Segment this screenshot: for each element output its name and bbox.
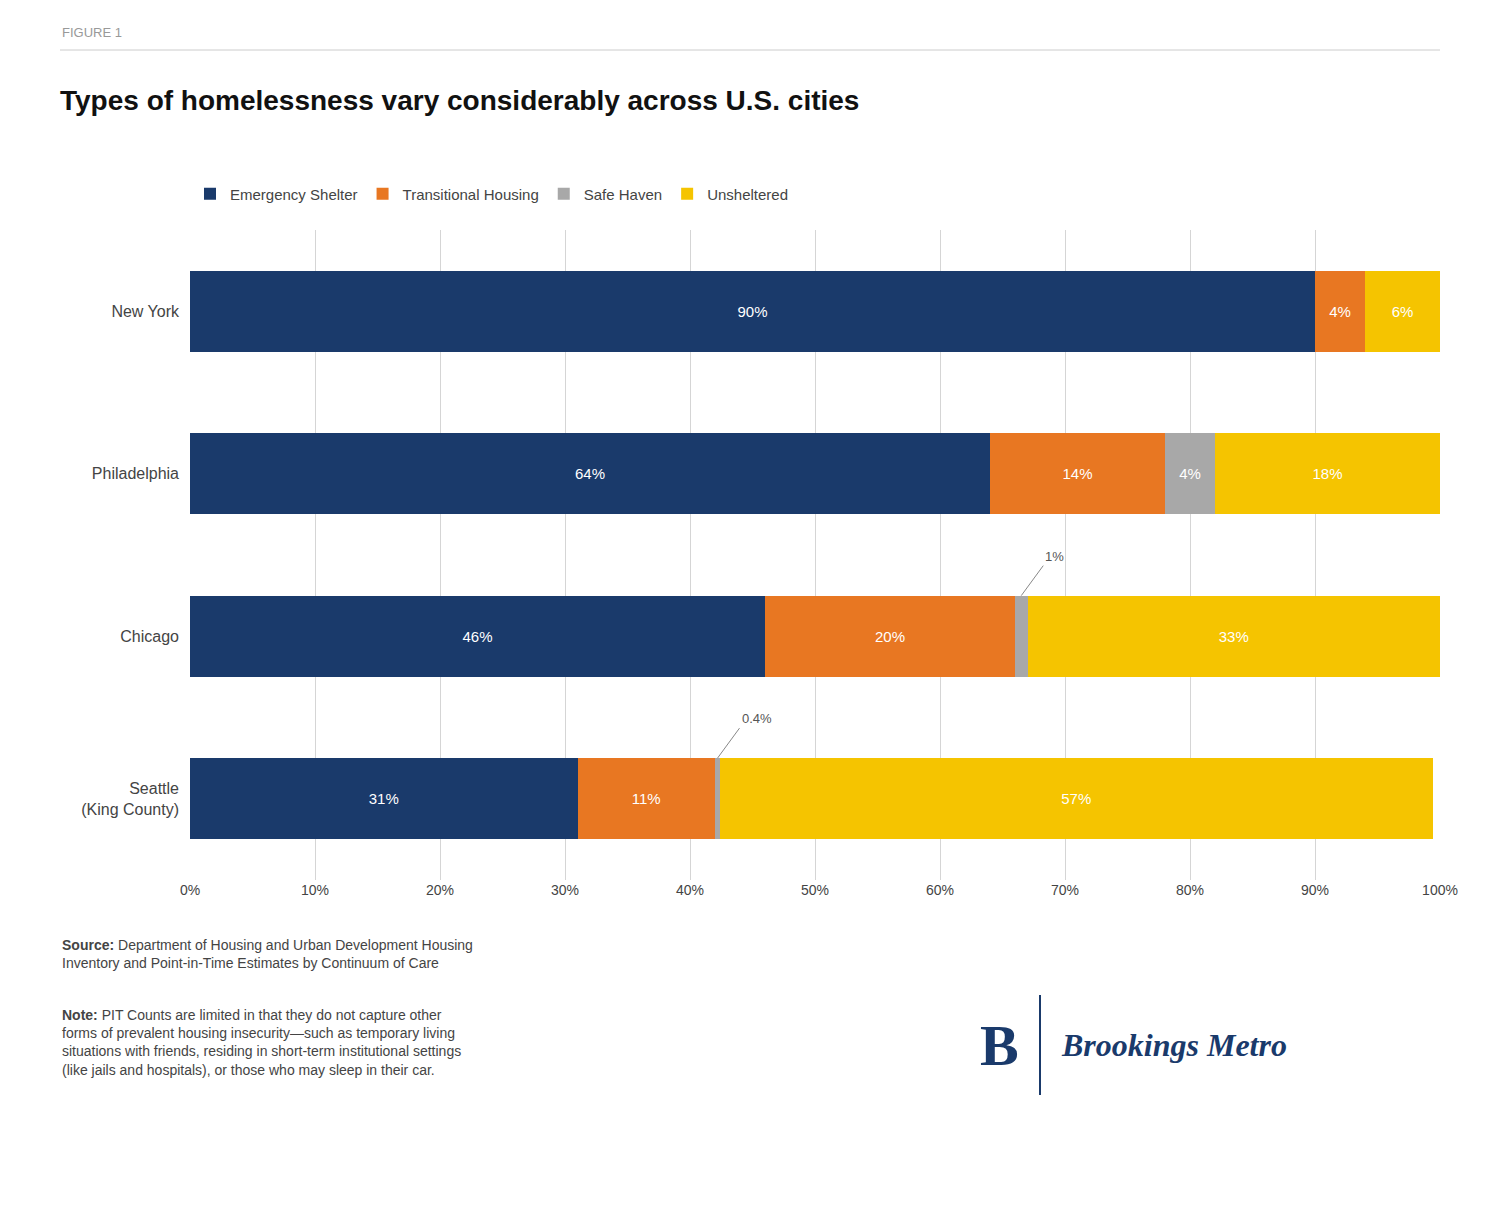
svg-text:Chicago: Chicago xyxy=(120,628,179,645)
svg-text:20%: 20% xyxy=(426,882,454,898)
svg-text:90%: 90% xyxy=(1301,882,1329,898)
svg-text:0.4%: 0.4% xyxy=(742,711,772,726)
svg-text:Seattle(King County): Seattle(King County) xyxy=(81,780,179,818)
svg-text:11%: 11% xyxy=(632,790,661,807)
svg-text:90%: 90% xyxy=(737,303,767,320)
svg-text:FIGURE 1: FIGURE 1 xyxy=(62,25,122,40)
svg-text:50%: 50% xyxy=(801,882,829,898)
svg-text:Brookings Metro: Brookings Metro xyxy=(1061,1027,1287,1063)
svg-text:70%: 70% xyxy=(1051,882,1079,898)
svg-text:New York: New York xyxy=(111,303,180,320)
svg-text:B: B xyxy=(980,1013,1019,1078)
svg-text:Transitional Housing: Transitional Housing xyxy=(403,186,539,203)
svg-text:Types of homelessness vary con: Types of homelessness vary considerably … xyxy=(60,85,859,116)
svg-text:10%: 10% xyxy=(301,882,329,898)
svg-text:Safe Haven: Safe Haven xyxy=(584,186,662,203)
svg-text:1%: 1% xyxy=(1045,549,1064,564)
svg-text:46%: 46% xyxy=(462,628,492,645)
svg-text:31%: 31% xyxy=(369,790,399,807)
svg-text:Philadelphia: Philadelphia xyxy=(92,465,179,482)
svg-text:Note: PIT Counts are limited i: Note: PIT Counts are limited in that the… xyxy=(62,1007,461,1078)
svg-text:20%: 20% xyxy=(875,628,905,645)
svg-text:6%: 6% xyxy=(1392,303,1414,320)
svg-text:30%: 30% xyxy=(551,882,579,898)
svg-text:4%: 4% xyxy=(1329,303,1351,320)
svg-text:100%: 100% xyxy=(1422,882,1458,898)
svg-text:14%: 14% xyxy=(1062,465,1092,482)
svg-text:Source: Department of Housing: Source: Department of Housing and Urban … xyxy=(62,937,473,971)
svg-text:Emergency Shelter: Emergency Shelter xyxy=(230,186,358,203)
svg-text:60%: 60% xyxy=(926,882,954,898)
svg-text:4%: 4% xyxy=(1179,465,1201,482)
svg-text:40%: 40% xyxy=(676,882,704,898)
svg-text:80%: 80% xyxy=(1176,882,1204,898)
svg-text:Unsheltered: Unsheltered xyxy=(707,186,788,203)
svg-text:64%: 64% xyxy=(575,465,605,482)
svg-text:57%: 57% xyxy=(1061,790,1091,807)
svg-text:0%: 0% xyxy=(180,882,200,898)
svg-text:18%: 18% xyxy=(1312,465,1342,482)
svg-text:33%: 33% xyxy=(1219,628,1249,645)
